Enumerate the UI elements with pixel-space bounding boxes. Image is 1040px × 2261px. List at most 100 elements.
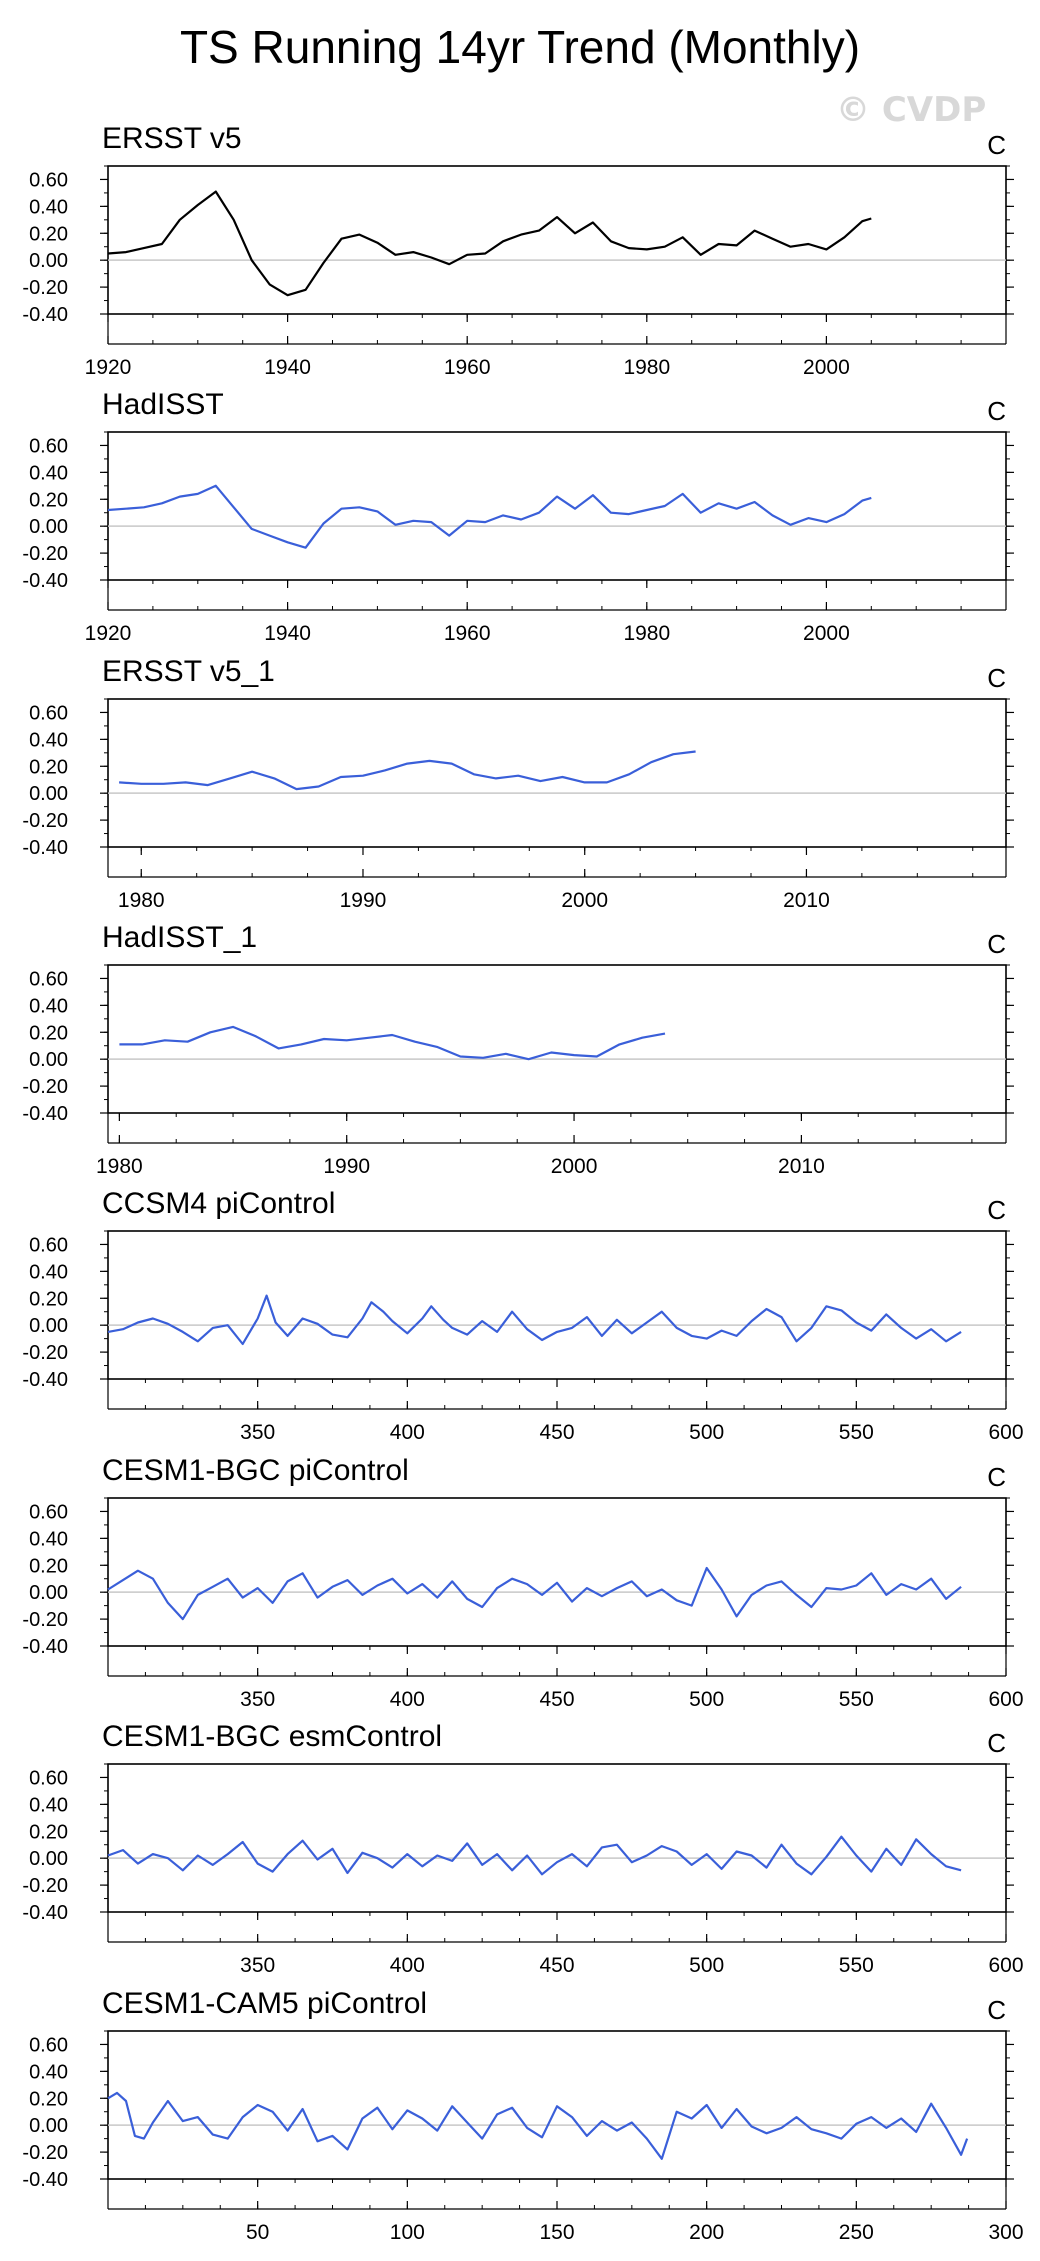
y-tick-label: 0.40	[29, 196, 68, 218]
y-tick-label: 0.60	[29, 435, 68, 457]
series-line	[107, 1294, 962, 1346]
x-tick-label: 400	[390, 1954, 425, 1977]
x-tick-label: 350	[240, 1688, 275, 1711]
series-line	[119, 750, 696, 791]
y-tick-label: 0.00	[29, 783, 68, 805]
plot-frame	[107, 1763, 1007, 1913]
unit-label: C	[987, 130, 1006, 160]
x-tick-label: 2000	[803, 356, 850, 379]
y-tick-label: 0.40	[29, 729, 68, 751]
x-tick-label: 450	[539, 1421, 574, 1444]
panel-title: ERSST v5_1	[102, 655, 275, 688]
y-tick-label: -0.40	[22, 1902, 68, 1924]
x-tick-label: 600	[988, 1688, 1023, 1711]
y-tick-label: 0.00	[29, 2115, 68, 2137]
y-tick-label: -0.40	[22, 837, 68, 859]
page-title: TS Running 14yr Trend (Monthly)	[179, 21, 861, 73]
y-tick-label: 0.40	[29, 1794, 68, 1816]
chart-panel: HadISST C 0.60 0.40 0.20 0.00 -0.20 -0.40 1920 19…	[22, 388, 1014, 645]
y-tick-label: 0.20	[29, 1555, 68, 1577]
y-tick-label: -0.20	[22, 1076, 68, 1098]
x-tick-label: 2000	[561, 889, 608, 912]
y-tick-label: 0.60	[29, 1501, 68, 1523]
x-tick-label: 350	[240, 1954, 275, 1977]
x-tick-label: 200	[689, 2221, 724, 2244]
series-line	[119, 1025, 666, 1061]
y-tick-label: -0.20	[22, 810, 68, 832]
panel-title: CESM1-BGC esmControl	[102, 1720, 442, 1753]
y-tick-label: -0.20	[22, 1875, 68, 1897]
plot-frame	[107, 698, 1007, 848]
panel-title: HadISST	[102, 388, 224, 421]
chart-panel: CESM1-CAM5 piControl C 0.60 0.40 0.20 0.00 -0.…	[22, 1987, 1023, 2244]
x-tick-label: 1980	[623, 356, 670, 379]
x-tick-label: 450	[539, 1954, 574, 1977]
chart-panel: CCSM4 piControl C 0.60 0.40 0.20 0.00 -0.20 -0.…	[22, 1187, 1023, 1444]
chart-panel: ERSST v5 C 0.60 0.40 0.20 0.00 -0.20 -0.40 1920 1…	[22, 122, 1014, 379]
unit-label: C	[987, 663, 1006, 693]
unit-label: C	[987, 929, 1006, 959]
x-tick-label: 2010	[783, 889, 830, 912]
y-tick-label: -0.40	[22, 2169, 68, 2191]
y-tick-label: -0.40	[22, 570, 68, 592]
x-tick-label: 1920	[85, 356, 132, 379]
panel-title: CCSM4 piControl	[102, 1187, 335, 1220]
x-tick-label: 500	[689, 1954, 724, 1977]
y-tick-label: 0.40	[29, 1528, 68, 1550]
chart-panel: ERSST v5_1 C 0.60 0.40 0.20 0.00 -0.20 -0.40 198…	[22, 655, 1014, 912]
y-tick-label: 0.20	[29, 1288, 68, 1310]
x-tick-label: 400	[390, 1688, 425, 1711]
x-tick-label: 1990	[323, 1155, 370, 1178]
y-tick-label: 0.00	[29, 1848, 68, 1870]
unit-label: C	[987, 396, 1006, 426]
y-tick-label: -0.20	[22, 277, 68, 299]
series-line	[107, 484, 872, 549]
x-tick-label: 1990	[340, 889, 387, 912]
unit-label: C	[987, 1995, 1006, 2025]
x-tick-label: 550	[839, 1954, 874, 1977]
x-tick-label: 550	[839, 1421, 874, 1444]
y-tick-label: -0.40	[22, 1369, 68, 1391]
x-tick-label: 1940	[264, 356, 311, 379]
y-tick-label: 0.40	[29, 462, 68, 484]
y-tick-label: 0.20	[29, 1821, 68, 1843]
x-tick-label: 1960	[444, 622, 491, 645]
x-tick-label: 600	[988, 1421, 1023, 1444]
x-tick-label: 1980	[96, 1155, 143, 1178]
y-tick-label: 0.20	[29, 756, 68, 778]
y-tick-label: 0.20	[29, 1022, 68, 1044]
series-line	[107, 190, 872, 297]
x-tick-label: 2000	[803, 622, 850, 645]
x-tick-label: 1960	[444, 356, 491, 379]
y-tick-label: 0.40	[29, 995, 68, 1017]
y-tick-label: -0.20	[22, 2142, 68, 2164]
y-tick-label: 0.00	[29, 1049, 68, 1071]
x-tick-label: 400	[390, 1421, 425, 1444]
chart-panel: CESM1-BGC esmControl C 0.60 0.40 0.20 0.00 -0.…	[22, 1720, 1023, 1977]
plot-frame	[107, 2030, 1007, 2180]
panel-title: ERSST v5	[102, 122, 242, 155]
x-tick-label: 100	[390, 2221, 425, 2244]
x-tick-label: 50	[246, 2221, 269, 2244]
x-tick-label: 550	[839, 1688, 874, 1711]
x-tick-label: 2000	[551, 1155, 598, 1178]
y-tick-label: -0.40	[22, 304, 68, 326]
y-tick-label: 0.00	[29, 1582, 68, 1604]
x-tick-label: 300	[988, 2221, 1023, 2244]
y-tick-label: 0.60	[29, 169, 68, 191]
plot-frame	[107, 964, 1007, 1114]
y-tick-label: -0.40	[22, 1103, 68, 1125]
x-tick-label: 350	[240, 1421, 275, 1444]
y-tick-label: 0.40	[29, 1261, 68, 1283]
x-tick-label: 500	[689, 1688, 724, 1711]
y-tick-label: 0.20	[29, 223, 68, 245]
x-tick-label: 600	[988, 1954, 1023, 1977]
y-tick-label: 0.60	[29, 1767, 68, 1789]
y-tick-label: 0.60	[29, 702, 68, 724]
x-tick-label: 250	[839, 2221, 874, 2244]
series-line	[107, 1835, 962, 1876]
y-tick-label: -0.20	[22, 543, 68, 565]
chart-panel: CESM1-BGC piControl C 0.60 0.40 0.20 0.00 -0.2…	[22, 1454, 1023, 1711]
x-tick-label: 150	[539, 2221, 574, 2244]
